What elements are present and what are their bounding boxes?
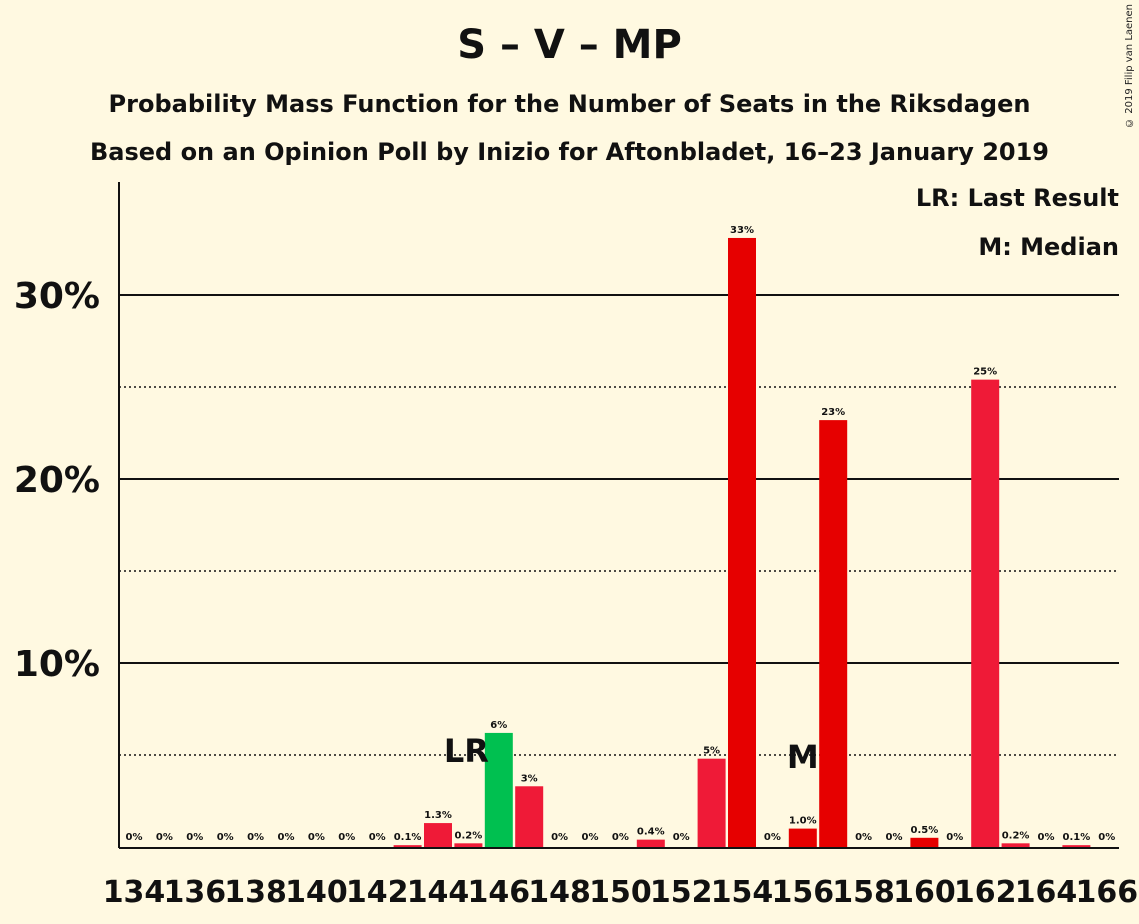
bar xyxy=(424,823,452,847)
bar-data-label: 0% xyxy=(369,832,386,843)
bar-data-label: 0.1% xyxy=(394,832,422,843)
bar-data-label: 5% xyxy=(703,746,720,757)
last-result-marker: LR xyxy=(444,732,489,770)
bar xyxy=(515,786,544,847)
bar xyxy=(697,758,726,847)
chart-title: S – V – MP xyxy=(457,22,682,68)
bar-data-label: 0% xyxy=(612,832,629,843)
bar-data-label: 0% xyxy=(217,832,234,843)
bar-data-label: 0% xyxy=(338,832,355,843)
bar-data-label: 0% xyxy=(946,832,963,843)
x-tick-label: 162 xyxy=(954,875,1017,910)
bar-data-label: 23% xyxy=(821,407,845,418)
bar-data-label: 1.0% xyxy=(789,816,817,827)
bar xyxy=(910,837,939,847)
bar xyxy=(1001,843,1030,847)
bar xyxy=(636,839,665,847)
bar-data-label: 0% xyxy=(764,832,781,843)
bar xyxy=(454,843,483,847)
bar xyxy=(819,420,848,847)
x-tick-label: 158 xyxy=(832,875,895,910)
bar-data-label: 1.3% xyxy=(424,810,452,821)
bar-data-label: 0% xyxy=(278,832,295,843)
x-tick-label: 150 xyxy=(589,875,652,910)
bar-data-label: 0% xyxy=(156,832,173,843)
bar xyxy=(971,379,1000,847)
bar-data-label: 6% xyxy=(490,720,507,731)
bar xyxy=(484,732,513,847)
y-tick-label: 20% xyxy=(14,460,100,501)
bar-data-label: 25% xyxy=(973,367,997,378)
bar-data-label: 0% xyxy=(1038,832,1055,843)
bar-data-label: 0% xyxy=(582,832,599,843)
bar-data-label: 0.5% xyxy=(911,825,939,836)
bar-data-label: 0% xyxy=(886,832,903,843)
median-marker: M xyxy=(787,738,819,776)
bar-data-label: 0.1% xyxy=(1063,832,1091,843)
x-tick-label: 152 xyxy=(650,875,713,910)
x-tick-label: 166 xyxy=(1075,875,1138,910)
chart-subtitle-2: Based on an Opinion Poll by Inizio for A… xyxy=(89,138,1049,166)
x-tick-label: 136 xyxy=(163,875,226,910)
x-tick-label: 146 xyxy=(467,875,530,910)
bar-data-label: 0.4% xyxy=(637,827,665,838)
legend-last-result: LR: Last Result xyxy=(915,184,1119,212)
bar-data-label: 0.2% xyxy=(1002,830,1030,841)
bar xyxy=(728,237,756,847)
chart-subtitle-1: Probability Mass Function for the Number… xyxy=(108,90,1031,118)
x-tick-label: 144 xyxy=(407,875,470,910)
bar-data-label: 33% xyxy=(730,225,754,236)
x-tick-label: 164 xyxy=(1015,875,1078,910)
x-tick-label: 156 xyxy=(771,875,834,910)
bar-data-label: 0% xyxy=(551,832,568,843)
x-tick-label: 154 xyxy=(711,875,774,910)
y-tick-label: 10% xyxy=(14,644,100,685)
bar xyxy=(393,845,422,847)
x-tick-label: 134 xyxy=(103,875,166,910)
y-tick-label: 30% xyxy=(14,276,100,317)
x-tick-label: 142 xyxy=(346,875,409,910)
bar-data-label: 0.2% xyxy=(455,830,483,841)
bar-data-label: 0% xyxy=(855,832,872,843)
x-tick-label: 138 xyxy=(224,875,287,910)
bar-data-label: 0% xyxy=(1098,832,1115,843)
x-tick-label: 140 xyxy=(285,875,348,910)
bar-data-label: 3% xyxy=(521,773,538,784)
x-tick-label: 160 xyxy=(893,875,956,910)
bar xyxy=(1062,845,1091,847)
legend-median: M: Median xyxy=(978,233,1119,261)
x-tick-label: 148 xyxy=(528,875,591,910)
bar-data-label: 0% xyxy=(186,832,203,843)
bar-data-label: 0% xyxy=(673,832,690,843)
bar-data-label: 0% xyxy=(247,832,264,843)
bar-data-label: 0% xyxy=(126,832,143,843)
bar xyxy=(788,828,817,847)
bar-data-label: 0% xyxy=(308,832,325,843)
